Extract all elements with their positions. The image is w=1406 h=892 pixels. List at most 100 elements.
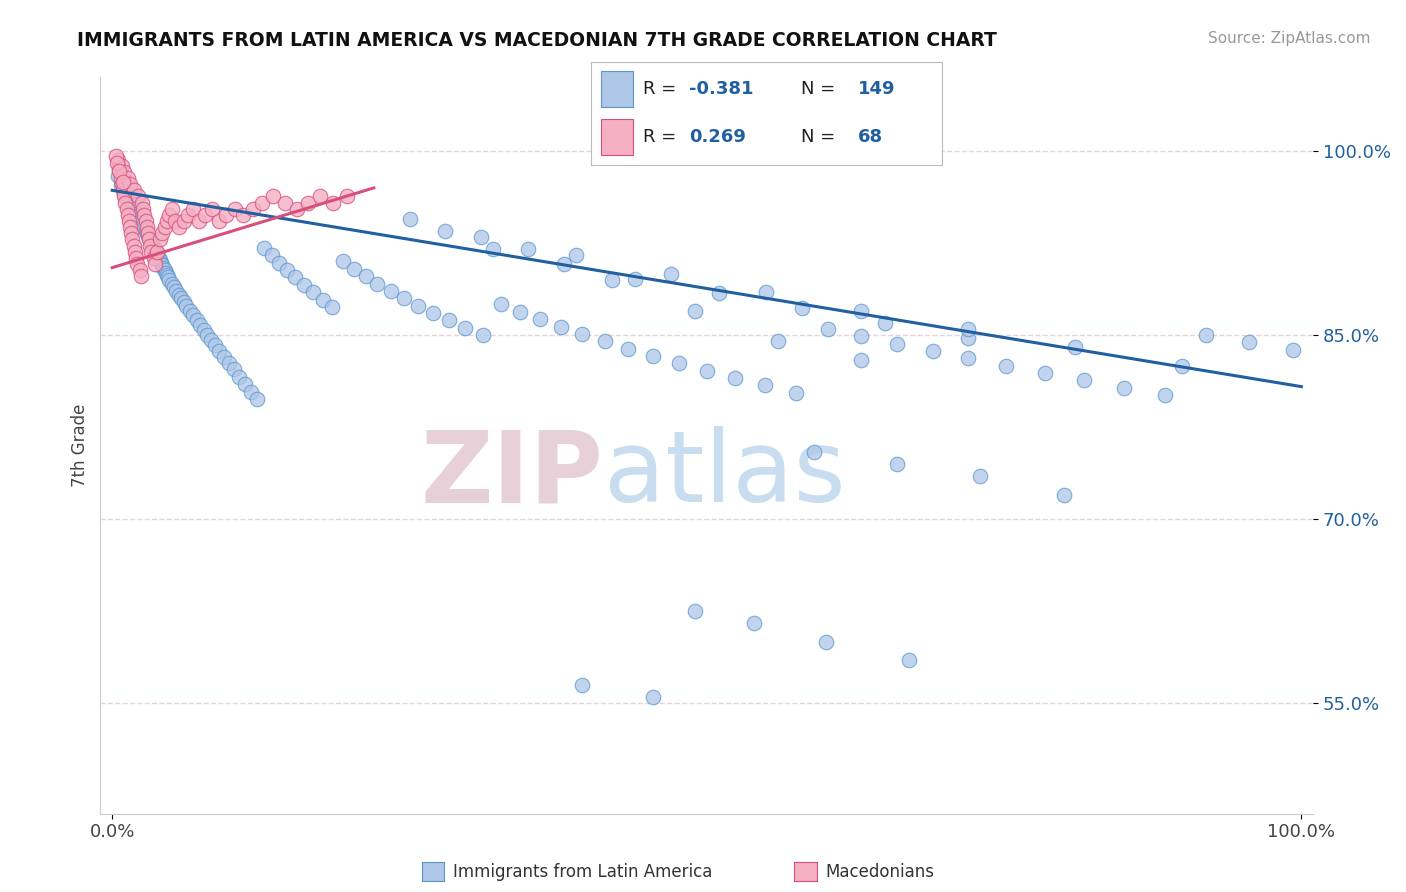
Point xyxy=(155,266,177,280)
Point xyxy=(124,202,146,216)
Point xyxy=(683,303,706,318)
Point xyxy=(683,604,706,618)
Point xyxy=(117,186,139,200)
Text: Macedonians: Macedonians xyxy=(825,863,935,881)
Point xyxy=(120,227,142,241)
Point xyxy=(194,208,217,222)
Point xyxy=(167,287,190,301)
Text: atlas: atlas xyxy=(603,426,845,524)
Point xyxy=(755,285,778,300)
Point xyxy=(120,194,142,209)
Point xyxy=(875,316,897,330)
Point xyxy=(121,196,143,211)
Point xyxy=(117,208,139,222)
Point xyxy=(193,323,215,337)
Point xyxy=(292,277,315,292)
Point xyxy=(181,202,204,216)
Point xyxy=(111,159,134,173)
Point xyxy=(332,254,354,268)
Point xyxy=(571,678,593,692)
Point xyxy=(114,181,136,195)
Point xyxy=(246,392,269,406)
Point xyxy=(136,228,159,243)
Point xyxy=(188,214,211,228)
Point xyxy=(146,248,169,262)
Text: -0.381: -0.381 xyxy=(689,79,754,97)
Point xyxy=(204,338,226,352)
Point xyxy=(108,162,131,177)
Point xyxy=(173,214,195,228)
Point xyxy=(200,333,222,347)
Point xyxy=(284,270,307,285)
Point xyxy=(115,183,138,197)
Point xyxy=(224,202,246,216)
Point xyxy=(250,195,273,210)
Point xyxy=(127,189,149,203)
Point xyxy=(262,189,284,203)
Point xyxy=(437,313,460,327)
Point xyxy=(107,169,129,183)
Point xyxy=(215,208,238,222)
Point xyxy=(110,178,132,193)
Point xyxy=(302,285,325,300)
Point xyxy=(212,350,235,364)
Point xyxy=(470,230,492,244)
Point xyxy=(135,220,157,235)
Point xyxy=(143,257,166,271)
Point xyxy=(115,202,138,216)
Point xyxy=(170,291,193,305)
Point xyxy=(222,362,245,376)
Point xyxy=(624,271,647,285)
Point xyxy=(149,253,172,268)
Point xyxy=(995,359,1018,373)
Point xyxy=(1033,366,1056,380)
Point xyxy=(309,189,332,203)
Point xyxy=(550,319,572,334)
Point xyxy=(886,457,908,471)
Point xyxy=(131,195,153,210)
Point xyxy=(1064,340,1087,354)
Point xyxy=(335,189,357,203)
Point xyxy=(208,344,231,359)
Point xyxy=(571,326,593,341)
Point xyxy=(112,165,135,179)
Point xyxy=(434,224,457,238)
Point xyxy=(150,227,173,241)
Point xyxy=(817,322,839,336)
Point xyxy=(125,198,148,212)
Point xyxy=(208,214,231,228)
Point xyxy=(118,188,141,202)
Point xyxy=(114,195,136,210)
Text: 0.269: 0.269 xyxy=(689,128,745,145)
Point xyxy=(969,469,991,483)
Point xyxy=(380,284,402,298)
Point xyxy=(240,384,263,399)
Point xyxy=(139,238,162,252)
Point xyxy=(392,291,415,305)
Point xyxy=(957,351,980,366)
Point xyxy=(150,258,173,272)
Point xyxy=(897,653,920,667)
Point xyxy=(165,214,187,228)
Point xyxy=(814,635,837,649)
Text: 68: 68 xyxy=(858,128,883,145)
Text: N =: N = xyxy=(801,79,841,97)
Point xyxy=(790,301,813,315)
Point xyxy=(886,336,908,351)
Point xyxy=(138,232,160,246)
Point xyxy=(851,352,873,367)
Point xyxy=(509,305,531,319)
Point xyxy=(321,300,343,314)
Point xyxy=(110,171,132,186)
Point xyxy=(273,195,295,210)
Point xyxy=(157,208,180,222)
Point xyxy=(149,232,172,246)
Point xyxy=(141,244,163,259)
Point xyxy=(218,356,240,370)
Point xyxy=(121,232,143,246)
Point xyxy=(267,256,290,270)
Point xyxy=(181,309,204,323)
Point xyxy=(174,299,197,313)
Point xyxy=(127,206,149,220)
Point xyxy=(135,224,157,238)
